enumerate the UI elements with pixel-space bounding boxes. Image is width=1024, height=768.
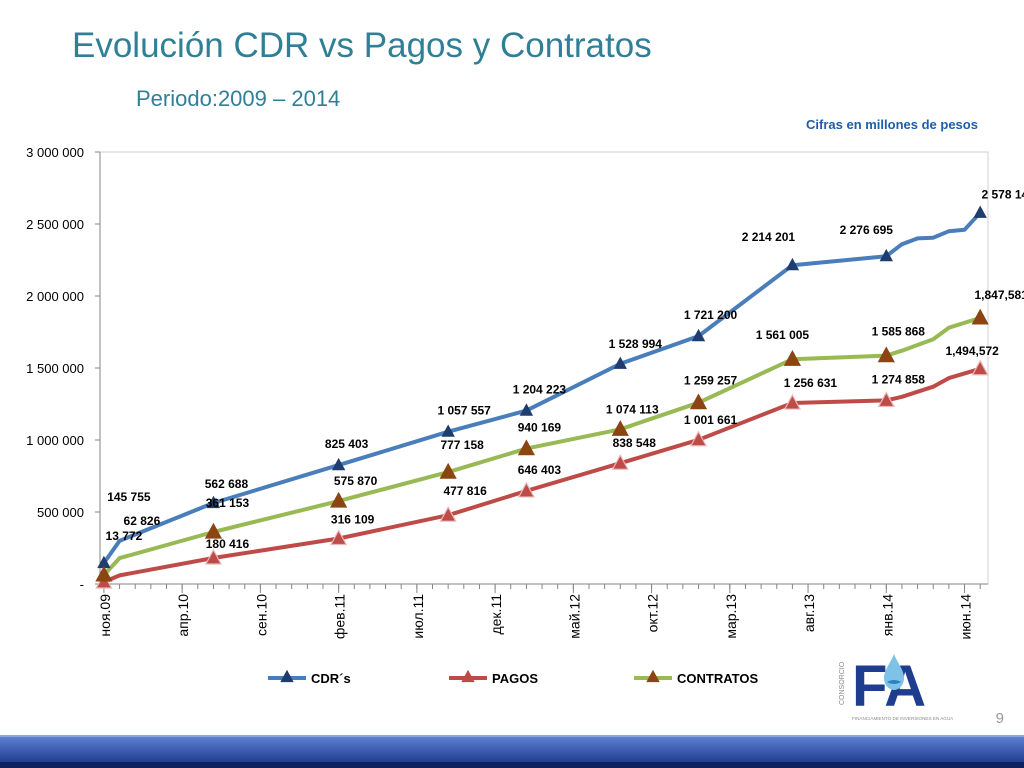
y-tick-label: 1 500 000: [26, 361, 84, 376]
pagos-line: [103, 366, 981, 584]
slide-subtitle: Periodo:2009 – 2014: [136, 86, 341, 111]
x-tick-label: окт.12: [645, 594, 661, 633]
x-tick-label: июл.11: [410, 594, 426, 639]
cdr-data-label: 1 528 994: [609, 337, 663, 351]
plot-area: [99, 151, 989, 585]
pagos-data-label: 316 109: [331, 512, 375, 526]
x-tick-label: дек.11: [488, 594, 504, 635]
pagos-data-label: 1 274 858: [872, 372, 926, 386]
water-drop-icon: [884, 654, 904, 690]
pagos-data-label: 1 001 661: [684, 413, 738, 427]
pagos-data-label: 1,494,572: [945, 344, 999, 358]
y-tick-label: 3 000 000: [26, 145, 84, 160]
contratos-data-label: 62 826: [124, 514, 161, 528]
cdr-marker: [691, 328, 706, 342]
x-tick-label: фев.11: [332, 594, 348, 639]
cdr-data-label: 2 214 201: [742, 230, 796, 244]
cdr-data-label: 145 755: [107, 490, 151, 504]
contratos-marker: [204, 522, 223, 539]
contratos-data-label: 1 074 113: [606, 402, 659, 416]
cdr-marker: [519, 403, 534, 416]
y-tick-label: 2 000 000: [26, 289, 84, 304]
company-logo: CONSORCIO FA FINANCIAMIENTO DE INVERSION…: [839, 654, 954, 721]
pagos-marker: [439, 505, 457, 522]
contratos-marker: [877, 346, 895, 363]
contratos-marker: [971, 308, 989, 325]
y-tick-label: 1 000 000: [26, 433, 84, 448]
legend-marker-contratos: [646, 669, 660, 683]
contratos-marker: [611, 420, 629, 436]
cdr-marker: [973, 205, 987, 218]
line-chart: 3 000 000 2 500 000 2 000 000 1 500 000 1 00…: [26, 145, 1024, 686]
pagos-data-label: 477 816: [443, 484, 487, 498]
x-tick-label: авг.13: [801, 594, 817, 632]
pagos-marker: [783, 393, 802, 410]
pagos-marker: [689, 430, 708, 447]
logo-side-text: CONSORCIO: [839, 661, 846, 705]
contratos-marker: [439, 462, 457, 479]
page-number: 9: [995, 710, 1004, 727]
y-tick-label: 2 500 000: [26, 217, 84, 232]
cdr-marker: [206, 495, 221, 509]
y-tick-label: -: [80, 577, 84, 592]
cdr-line: [102, 211, 982, 565]
contratos-marker: [517, 439, 536, 456]
contratos-data-label: 1,847,581: [974, 288, 1024, 302]
cdr-data-label: 825 403: [325, 437, 369, 451]
pagos-data-label: 180 416: [206, 537, 250, 551]
pagos-marker: [204, 548, 223, 565]
cdr-data-label: 562 688: [205, 477, 249, 491]
contratos-data-label: 940 169: [518, 421, 562, 435]
contratos-marker: [330, 491, 348, 508]
contratos-data-label: 777 158: [440, 438, 484, 452]
legend-label-pagos: PAGOS: [492, 671, 538, 686]
legend-marker-pagos: [461, 669, 475, 683]
contratos-marker: [95, 565, 113, 582]
x-tick-label: апр.10: [175, 594, 191, 637]
x-tick-label: июн.14: [958, 594, 974, 640]
pagos-data-label: 646 403: [518, 463, 562, 477]
x-tick-label: сен.10: [253, 594, 269, 636]
x-tick-label: ноя.09: [97, 594, 113, 637]
pagos-data-label: 838 548: [613, 436, 657, 450]
contratos-data-label: 1 585 868: [872, 325, 926, 339]
x-tick-label: янв.14: [879, 594, 895, 636]
pagos-marker: [877, 391, 895, 408]
contratos-data-label: 361 153: [206, 496, 250, 510]
cdr-data-label: 2 578 148: [981, 188, 1024, 202]
y-tick-label: 500 000: [37, 505, 84, 520]
contratos-data-label: 575 870: [334, 474, 378, 488]
cdr-data-label: 1 204 223: [513, 383, 567, 397]
units-note: Cifras en millones de pesos: [806, 117, 978, 132]
cdr-data-label: 2 276 695: [840, 223, 894, 237]
pagos-data-label: 1 256 631: [784, 376, 838, 390]
legend-marker-cdr: [280, 669, 294, 683]
contratos-data-label: 1 561 005: [756, 328, 810, 342]
contratos-data-label: 1 259 257: [684, 374, 738, 388]
cdr-marker: [613, 356, 627, 369]
pagos-marker: [971, 359, 989, 376]
pagos-data-label: 13 772: [106, 529, 143, 543]
cdr-data-label: 1 721 200: [684, 308, 738, 322]
cdr-marker: [331, 457, 346, 471]
slide-title: Evolución CDR vs Pagos y Contratos: [72, 26, 652, 65]
x-tick-label: мар.13: [723, 594, 739, 639]
x-tick-label: май.12: [566, 594, 582, 639]
cdr-marker: [441, 424, 455, 437]
pagos-marker: [611, 453, 629, 470]
cdr-marker: [879, 248, 893, 262]
footer-bar: [0, 735, 1024, 763]
legend-label-cdr: CDR´s: [311, 671, 351, 686]
pagos-marker: [330, 529, 348, 546]
cdr-marker: [785, 257, 800, 271]
contratos-marker: [689, 393, 708, 410]
logo-bottom-text: FINANCIAMIENTO DE INVERSIONES EN AGUA: [852, 716, 954, 721]
pagos-marker: [517, 481, 536, 498]
contratos-marker: [783, 349, 802, 366]
legend-label-contratos: CONTRATOS: [677, 671, 758, 686]
footer-line: [0, 762, 1024, 768]
cdr-data-label: 1 057 557: [437, 404, 491, 418]
contratos-line: [102, 315, 981, 577]
